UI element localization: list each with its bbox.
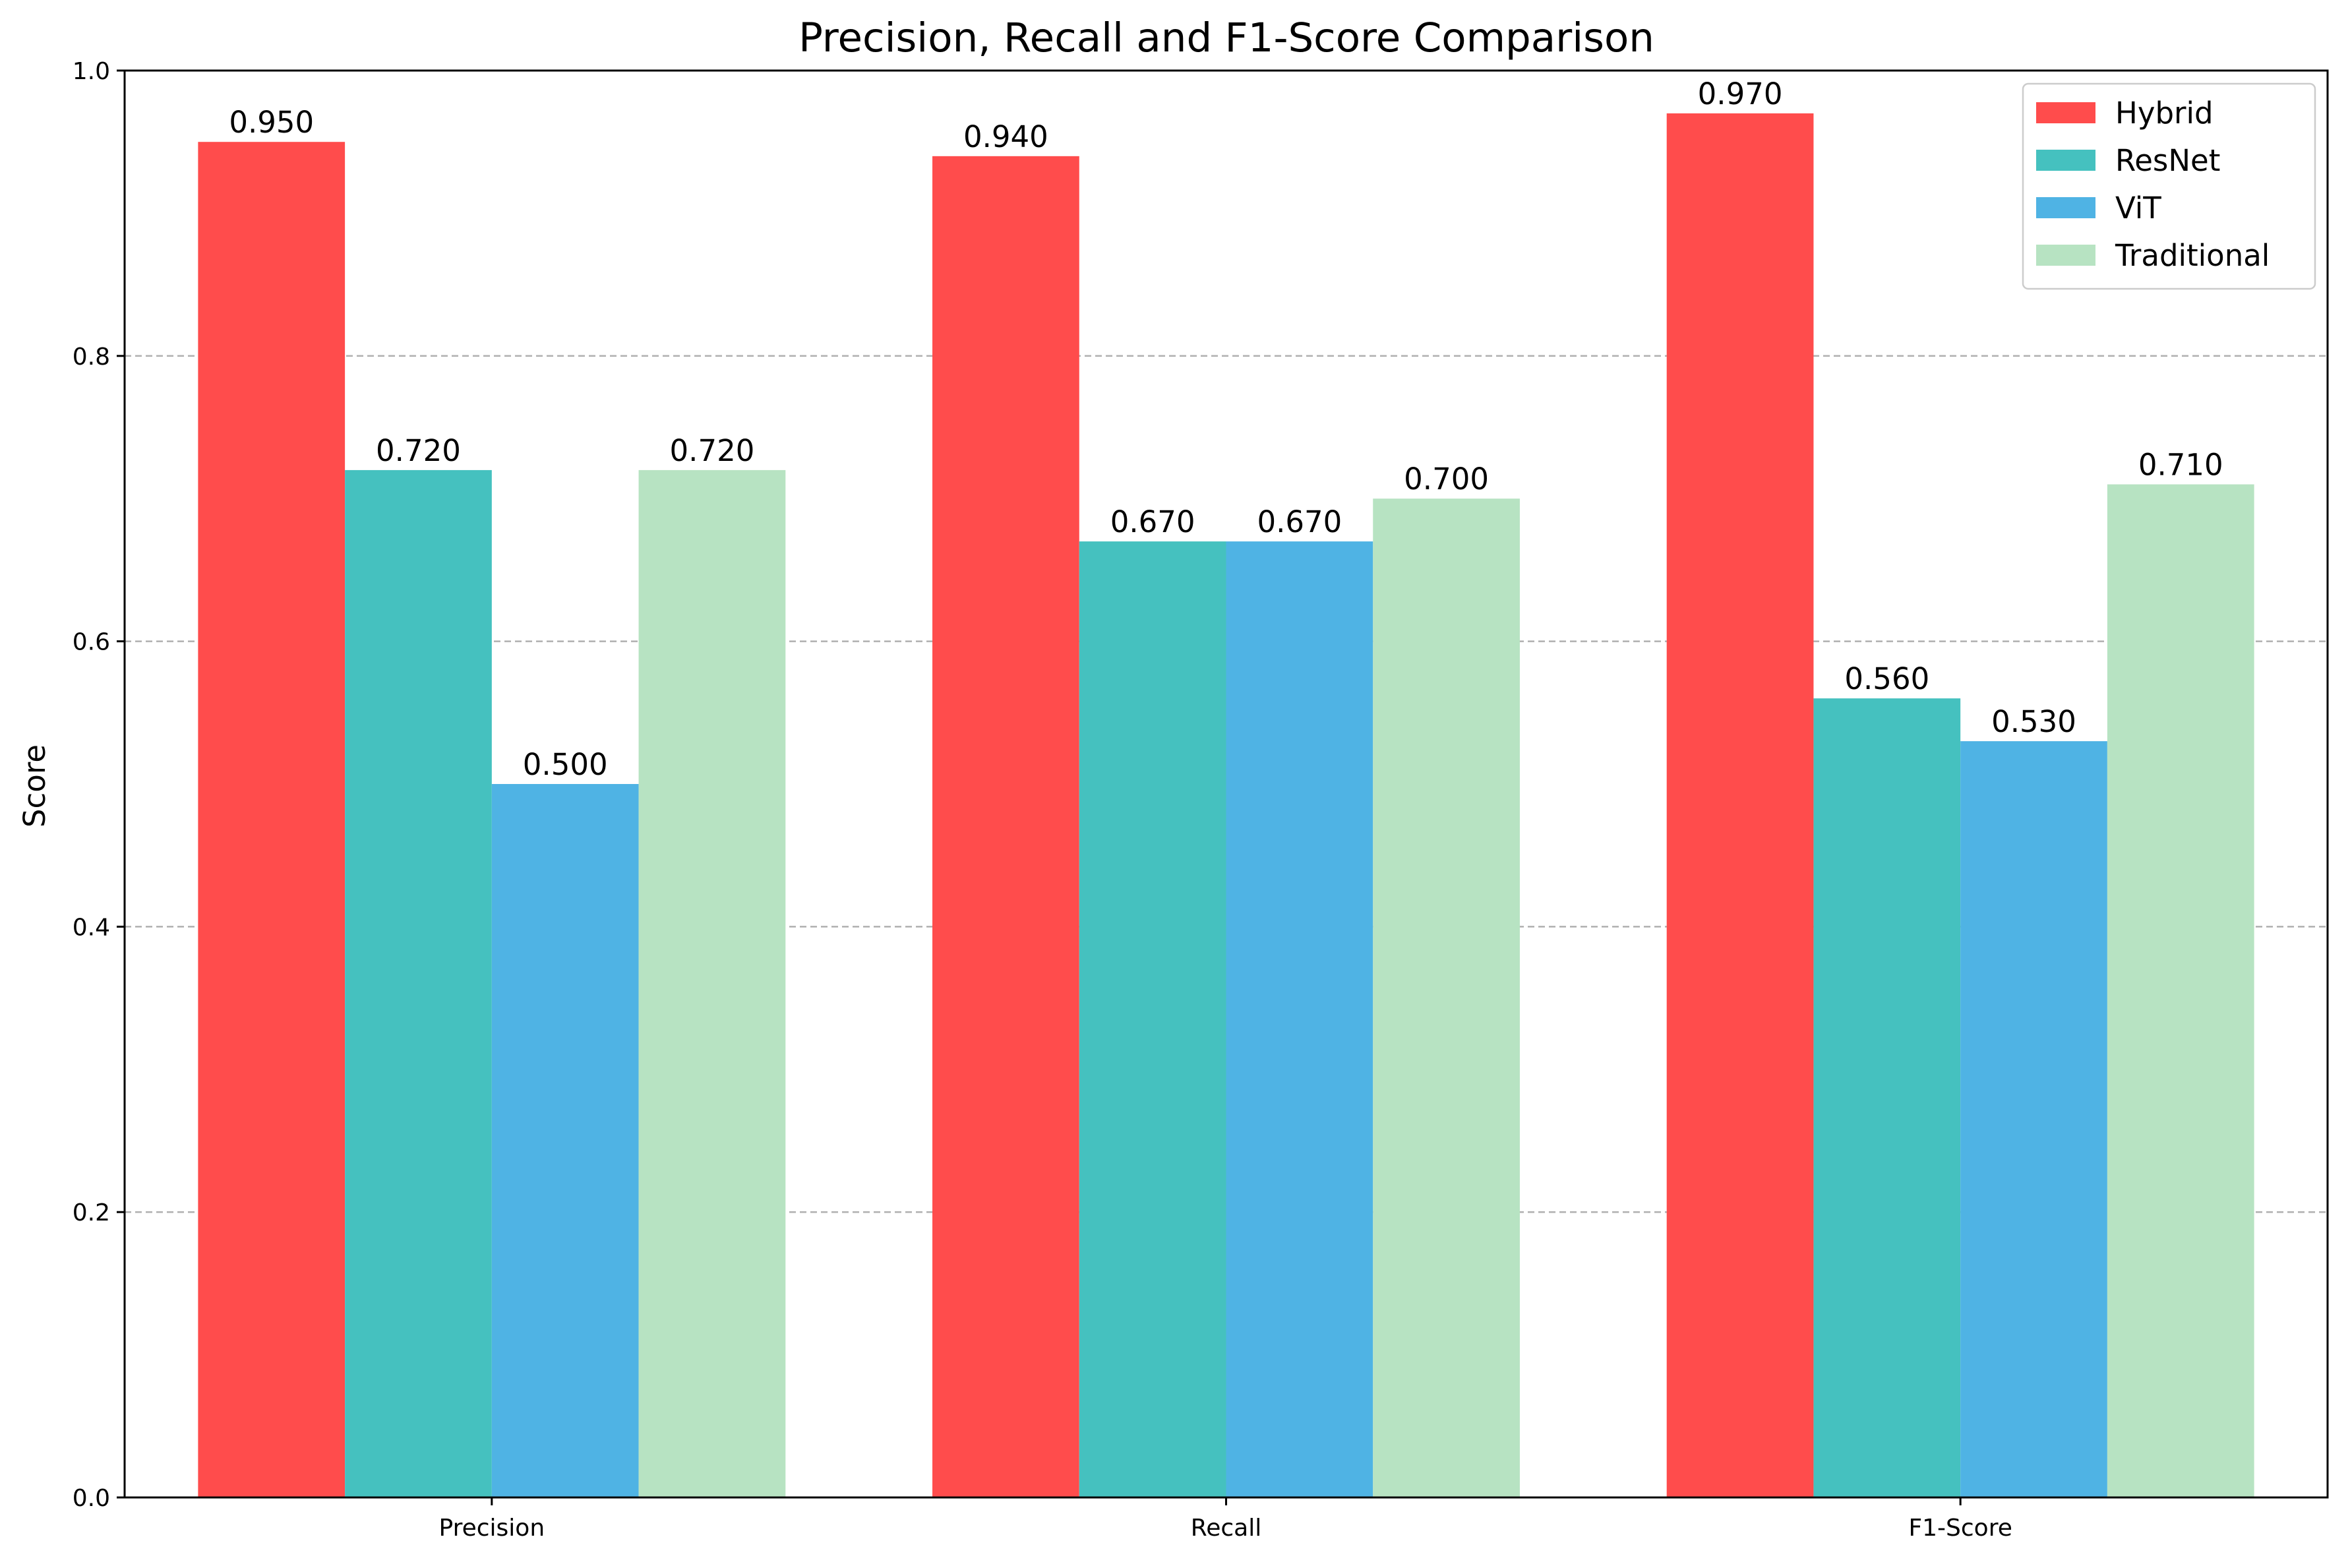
legend-frame	[2022, 82, 2316, 290]
x-tick-label: Precision	[439, 1515, 545, 1542]
value-label: 0.710	[2138, 448, 2223, 483]
value-label: 0.670	[1257, 504, 1342, 539]
x-tick-label: F1-Score	[1908, 1515, 2012, 1542]
bar-traditional-recall	[1373, 498, 1520, 1498]
y-tick-label: 1.0	[73, 58, 110, 85]
value-labels: 0.950 0.940 0.970 0.720 0.670 0.560 0.500 0.670…	[229, 76, 2223, 782]
value-label: 0.700	[1404, 462, 1489, 497]
value-label: 0.950	[229, 105, 314, 140]
bar-resnet-f1-score	[1813, 698, 1961, 1497]
x-axis-ticks: Precision Recall F1-Score	[439, 1497, 2012, 1542]
legend-swatch-vit	[2036, 197, 2095, 218]
legend-label-hybrid: Hybrid	[2115, 96, 2214, 131]
y-tick-label: 0.0	[73, 1485, 110, 1512]
value-label: 0.530	[1991, 704, 2076, 739]
value-label: 0.670	[1110, 504, 1195, 539]
legend-label-resnet: ResNet	[2115, 143, 2220, 178]
value-label: 0.970	[1698, 76, 1783, 111]
value-label: 0.500	[523, 747, 608, 782]
bar-vit-precision	[491, 784, 639, 1497]
legend-label-traditional: Traditional	[2115, 238, 2270, 273]
bar-vit-recall	[1226, 541, 1373, 1497]
value-label: 0.720	[376, 433, 461, 468]
legend: Hybrid ResNet ViT Traditional	[2022, 82, 2316, 290]
legend-swatch-traditional	[2036, 245, 2095, 266]
y-tick-label: 0.2	[73, 1199, 110, 1226]
bar-resnet-precision	[345, 469, 492, 1498]
legend-swatch-resnet	[2036, 150, 2095, 171]
bar-hybrid-recall	[932, 156, 1079, 1498]
y-tick-label: 0.4	[73, 914, 110, 941]
value-label: 0.560	[1844, 661, 1929, 696]
y-axis-label: Score	[17, 744, 52, 828]
bar-hybrid-f1-score	[1666, 113, 1814, 1498]
y-axis-ticks: 0.0 0.2 0.4 0.6 0.8 1.0	[73, 58, 125, 1512]
legend-swatch-hybrid	[2036, 102, 2095, 123]
y-tick-label: 0.8	[73, 344, 110, 371]
y-tick-label: 0.6	[73, 629, 110, 656]
bar-traditional-precision	[638, 469, 786, 1498]
x-tick-label: Recall	[1191, 1515, 1261, 1542]
bar-traditional-f1-score	[2107, 484, 2254, 1497]
bar-vit-f1-score	[1960, 741, 2107, 1497]
bar-resnet-recall	[1079, 541, 1226, 1497]
chart-title: Precision, Recall and F1-Score Compariso…	[798, 15, 1654, 61]
bar-hybrid-precision	[198, 142, 346, 1498]
legend-label-vit: ViT	[2115, 191, 2161, 226]
value-label: 0.940	[963, 119, 1048, 154]
value-label: 0.720	[670, 433, 755, 468]
bars	[198, 113, 2254, 1498]
